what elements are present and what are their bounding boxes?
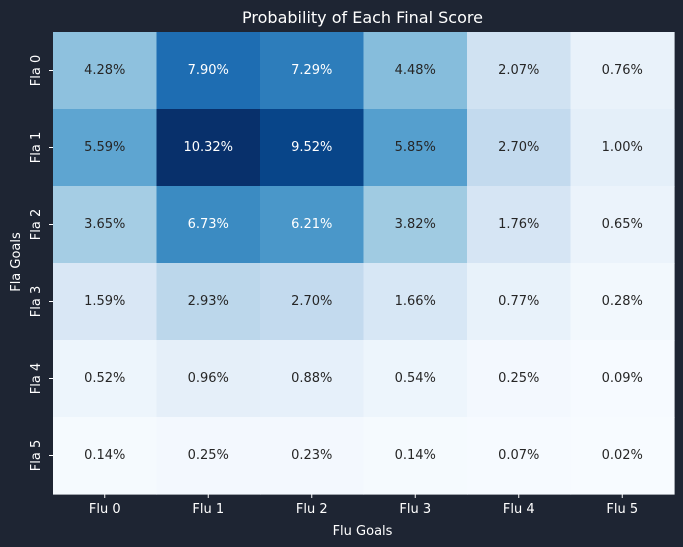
heatmap-cell bbox=[467, 32, 572, 110]
cell-value-label: 3.65% bbox=[84, 217, 125, 232]
x-tick-label: Flu 4 bbox=[503, 502, 535, 517]
y-tick-label: Fla 4 bbox=[29, 363, 44, 394]
heatmap-cell bbox=[570, 186, 675, 264]
cell-value-label: 1.76% bbox=[498, 217, 539, 232]
heatmap-cell bbox=[570, 109, 675, 187]
cell-value-label: 0.07% bbox=[498, 448, 539, 463]
heatmap-cell bbox=[363, 263, 468, 341]
cell-value-label: 1.59% bbox=[84, 294, 125, 309]
heatmap-cell bbox=[260, 417, 365, 495]
cell-value-label: 4.48% bbox=[395, 63, 436, 78]
heatmap-cell bbox=[363, 109, 468, 187]
cell-value-label: 2.93% bbox=[188, 294, 229, 309]
x-axis-label: Flu Goals bbox=[333, 524, 393, 539]
heatmap-cell bbox=[467, 417, 572, 495]
y-tick-label: Fla 3 bbox=[29, 286, 44, 317]
x-axis-ticks: Flu 0 Flu 1 Flu 2 Flu 3 Flu 4 Flu 5 bbox=[89, 494, 638, 517]
cell-value-label: 0.52% bbox=[84, 371, 125, 386]
heatmap-cell bbox=[53, 340, 158, 418]
heatmap-cell bbox=[570, 417, 675, 495]
x-tick-label: Flu 3 bbox=[399, 502, 431, 517]
cell-value-label: 2.70% bbox=[498, 140, 539, 155]
y-tick-label: Fla 1 bbox=[29, 132, 44, 163]
heatmap-cell bbox=[570, 263, 675, 341]
cell-value-label: 0.28% bbox=[602, 294, 643, 309]
y-tick-label: Fla 2 bbox=[29, 209, 44, 240]
cell-value-label: 0.65% bbox=[602, 217, 643, 232]
cell-value-label: 0.14% bbox=[84, 448, 125, 463]
heatmap-cell bbox=[260, 109, 365, 187]
x-tick-label: Flu 0 bbox=[89, 502, 121, 517]
heatmap-cell bbox=[53, 186, 158, 264]
heatmap-cell bbox=[156, 109, 261, 187]
cell-value-label: 0.23% bbox=[291, 448, 332, 463]
cell-value-label: 0.54% bbox=[395, 371, 436, 386]
cell-value-label: 7.29% bbox=[291, 63, 332, 78]
cell-value-label: 0.76% bbox=[602, 63, 643, 78]
heatmap-cell bbox=[260, 32, 365, 110]
cell-value-label: 1.00% bbox=[602, 140, 643, 155]
heatmap-cell bbox=[53, 32, 158, 110]
cell-value-label: 1.66% bbox=[395, 294, 436, 309]
cell-value-label: 7.90% bbox=[188, 63, 229, 78]
cell-value-label: 0.88% bbox=[291, 371, 332, 386]
cell-value-label: 6.73% bbox=[188, 217, 229, 232]
cell-value-label: 0.02% bbox=[602, 448, 643, 463]
cell-value-label: 0.25% bbox=[188, 448, 229, 463]
heatmap-cell bbox=[260, 186, 365, 264]
x-tick-label: Flu 1 bbox=[192, 502, 224, 517]
cell-value-label: 2.70% bbox=[291, 294, 332, 309]
cell-value-label: 10.32% bbox=[183, 140, 233, 155]
heatmap-cell bbox=[156, 417, 261, 495]
cell-value-label: 0.25% bbox=[498, 371, 539, 386]
y-tick-label: Fla 5 bbox=[29, 440, 44, 471]
y-tick-label: Fla 0 bbox=[29, 55, 44, 86]
heatmap-cell bbox=[53, 263, 158, 341]
heatmap-cell bbox=[156, 32, 261, 110]
y-axis-label: Fla Goals bbox=[9, 232, 24, 292]
cell-value-label: 0.14% bbox=[395, 448, 436, 463]
cell-value-label: 3.82% bbox=[395, 217, 436, 232]
heatmap-cell bbox=[260, 340, 365, 418]
cell-value-label: 2.07% bbox=[498, 63, 539, 78]
heatmap-cell bbox=[156, 340, 261, 418]
cell-value-label: 0.77% bbox=[498, 294, 539, 309]
heatmap-cell bbox=[363, 32, 468, 110]
heatmap-cell bbox=[467, 186, 572, 264]
cell-value-label: 5.85% bbox=[395, 140, 436, 155]
chart-title: Probability of Each Final Score bbox=[242, 8, 483, 27]
cell-value-label: 4.28% bbox=[84, 63, 125, 78]
cell-value-label: 5.59% bbox=[84, 140, 125, 155]
heatmap-cells: 4.28% 7.90% 7.29% 4.48% 2.07% 0.76% 5.59% 10.32… bbox=[53, 32, 675, 495]
heatmap-cell bbox=[467, 109, 572, 187]
x-tick-label: Flu 2 bbox=[296, 502, 328, 517]
cell-value-label: 0.09% bbox=[602, 371, 643, 386]
heatmap-cell bbox=[570, 32, 675, 110]
cell-value-label: 6.21% bbox=[291, 217, 332, 232]
heatmap-cell bbox=[467, 340, 572, 418]
cell-value-label: 0.96% bbox=[188, 371, 229, 386]
heatmap-cell bbox=[260, 263, 365, 341]
heatmap-cell bbox=[363, 186, 468, 264]
heatmap-cell bbox=[53, 417, 158, 495]
x-tick-label: Flu 5 bbox=[606, 502, 638, 517]
heatmap-cell bbox=[156, 263, 261, 341]
heatmap-cell bbox=[467, 263, 572, 341]
heatmap-cell bbox=[363, 417, 468, 495]
cell-value-label: 9.52% bbox=[291, 140, 332, 155]
heatmap-cell bbox=[570, 340, 675, 418]
heatmap-cell bbox=[156, 186, 261, 264]
heatmap-cell bbox=[363, 340, 468, 418]
heatmap-cell bbox=[53, 109, 158, 187]
y-axis-ticks: Fla 0 Fla 1 Fla 2 Fla 3 Fla 4 Fla 5 bbox=[29, 55, 53, 471]
